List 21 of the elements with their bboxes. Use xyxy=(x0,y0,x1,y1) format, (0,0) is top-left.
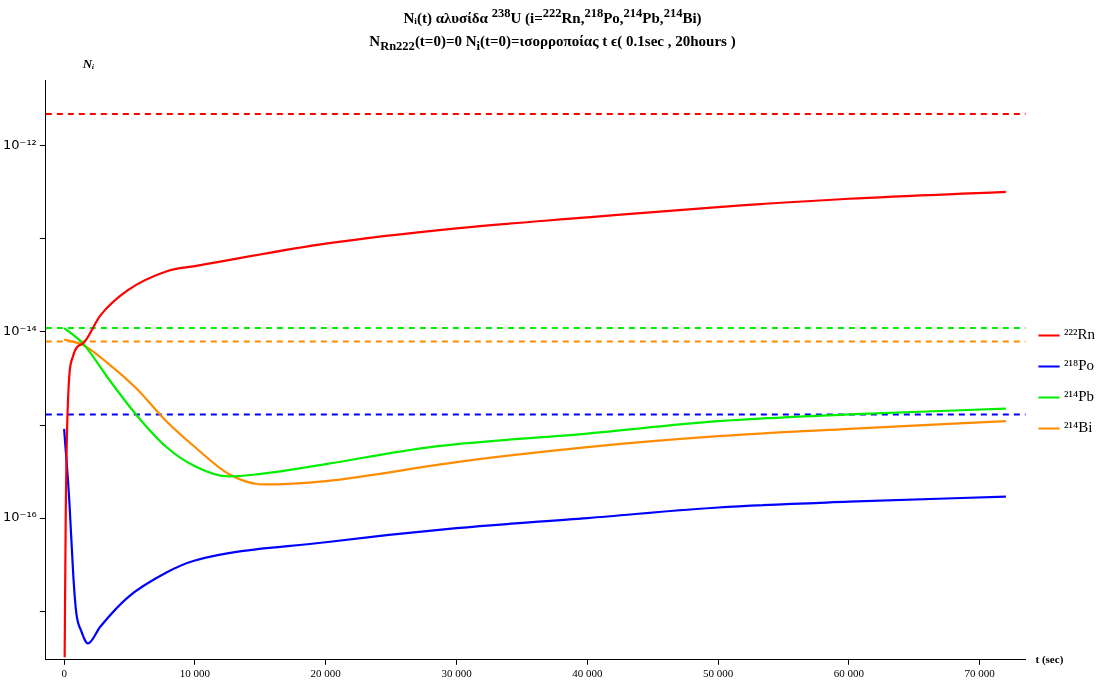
x-tick-label: 10 000 xyxy=(179,667,211,680)
y-tick-label: 10⁻¹² xyxy=(3,137,37,153)
x-tick-label: 30 000 xyxy=(441,667,473,680)
legend-label: ²²²Rn xyxy=(1064,326,1096,343)
line-series xyxy=(63,190,1007,659)
x-tick-label: 70 000 xyxy=(964,667,996,680)
legend-label: ²¹⁴Bi xyxy=(1064,419,1093,436)
y-tick-label: 10⁻¹⁴ xyxy=(3,323,37,339)
y-tick-label: 10⁻¹⁶ xyxy=(3,509,37,525)
x-axis-title: t (sec) xyxy=(1035,652,1064,666)
legend-label: ²¹⁸Po xyxy=(1064,357,1095,374)
chart-subtitle: N$_{Rn222}$(t=0)=0 N$_{i}$(t=0)=ισορροποίας t ϵ( 0.1sec , 20hours ) xyxy=(369,32,736,55)
y-axis-title: Nᵢ xyxy=(81,56,95,71)
x-tick-label: 40 000 xyxy=(572,667,603,680)
legend-label: ²¹⁴Pb xyxy=(1064,388,1095,405)
chart-title: Nᵢ(t) αλυσίδα $^{238}$U (i=$^{222}$Rn,$^{218}$Po,$^{214}$Pb,$^{214}$Bi) xyxy=(403,6,702,26)
x-tick-label: 50 000 xyxy=(703,667,734,680)
x-tick-label: 20 000 xyxy=(310,667,342,680)
x-tick-label: 60 000 xyxy=(833,667,865,680)
line-series xyxy=(63,427,1007,645)
x-tick-label: 0 xyxy=(61,667,68,680)
